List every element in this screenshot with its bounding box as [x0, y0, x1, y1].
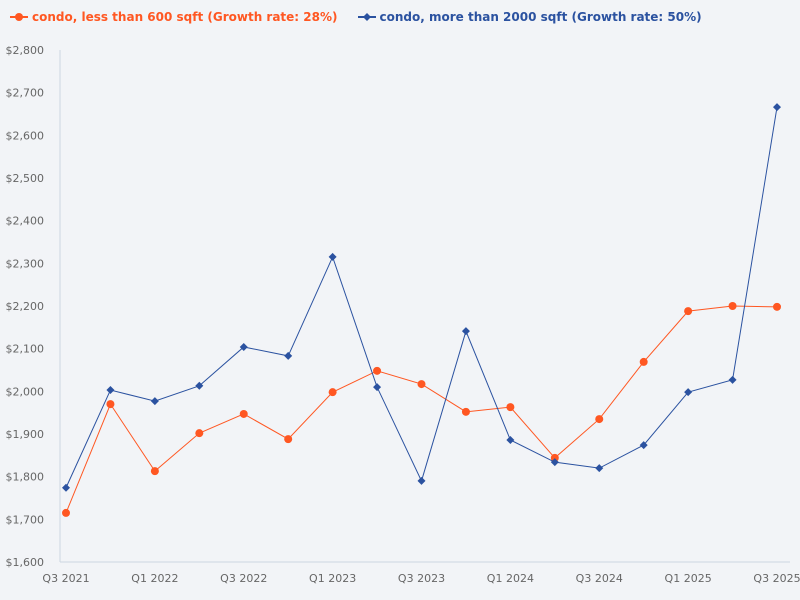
- diamond-marker-icon: [357, 13, 376, 21]
- y-tick-label: $1,900: [6, 428, 45, 441]
- data-point: [773, 302, 781, 311]
- circle-marker-icon: [10, 13, 28, 21]
- x-tick-label: Q3 2022: [220, 572, 267, 585]
- y-tick-label: $1,700: [6, 513, 45, 526]
- data-point: [506, 403, 515, 412]
- x-tick-label: Q1 2022: [131, 572, 178, 585]
- data-point: [684, 388, 693, 397]
- legend-label: condo, less than 600 sqft (Growth rate: …: [32, 10, 338, 24]
- data-point: [284, 351, 293, 360]
- data-point: [728, 375, 737, 384]
- y-tick-label: $1,600: [6, 556, 45, 569]
- y-tick-label: $2,700: [6, 87, 45, 100]
- x-tick-label: Q1 2024: [487, 572, 534, 585]
- x-tick-label: Q3 2024: [576, 572, 623, 585]
- data-point: [328, 252, 337, 261]
- y-tick-label: $2,800: [6, 44, 45, 57]
- data-point: [639, 441, 648, 450]
- data-point: [461, 407, 470, 416]
- legend: condo, less than 600 sqft (Growth rate: …: [10, 10, 702, 24]
- data-point: [284, 435, 293, 444]
- x-tick-label: Q1 2025: [665, 572, 712, 585]
- data-point: [62, 508, 70, 517]
- y-tick-label: $2,600: [6, 129, 45, 142]
- data-point: [150, 467, 159, 476]
- y-tick-label: $2,100: [6, 343, 45, 356]
- data-point: [595, 464, 604, 473]
- x-tick-label: Q3 2025: [753, 572, 800, 585]
- series-line: [65, 107, 778, 488]
- data-point: [550, 458, 559, 467]
- data-point: [195, 381, 204, 390]
- y-tick-label: $2,300: [6, 257, 45, 270]
- data-point: [239, 342, 248, 351]
- data-point: [550, 453, 559, 462]
- data-point: [417, 476, 426, 485]
- y-tick-label: $1,800: [6, 471, 45, 484]
- data-point: [506, 435, 515, 444]
- data-point: [461, 327, 470, 336]
- data-point: [150, 397, 159, 406]
- x-tick-label: Q1 2023: [309, 572, 356, 585]
- data-point: [373, 383, 382, 392]
- data-point: [639, 357, 648, 366]
- x-tick-label: Q3 2023: [398, 572, 445, 585]
- data-point: [328, 388, 337, 397]
- legend-item-small-condo[interactable]: condo, less than 600 sqft (Growth rate: …: [10, 10, 338, 24]
- data-point: [417, 380, 426, 389]
- data-point: [239, 409, 248, 418]
- y-tick-label: $2,500: [6, 172, 45, 185]
- data-point: [62, 483, 70, 492]
- data-point: [773, 103, 781, 112]
- x-tick-label: Q3 2021: [42, 572, 89, 585]
- data-point: [195, 429, 204, 438]
- legend-item-large-condo[interactable]: condo, more than 2000 sqft (Growth rate:…: [357, 10, 702, 24]
- data-point: [106, 400, 115, 409]
- y-tick-label: $2,000: [6, 385, 45, 398]
- data-point: [106, 386, 115, 395]
- y-tick-label: $2,400: [6, 215, 45, 228]
- data-point: [595, 415, 604, 424]
- data-point: [728, 302, 737, 310]
- data-point: [684, 307, 693, 316]
- y-tick-label: $2,200: [6, 300, 45, 313]
- legend-label: condo, more than 2000 sqft (Growth rate:…: [379, 10, 702, 24]
- data-point: [373, 366, 382, 375]
